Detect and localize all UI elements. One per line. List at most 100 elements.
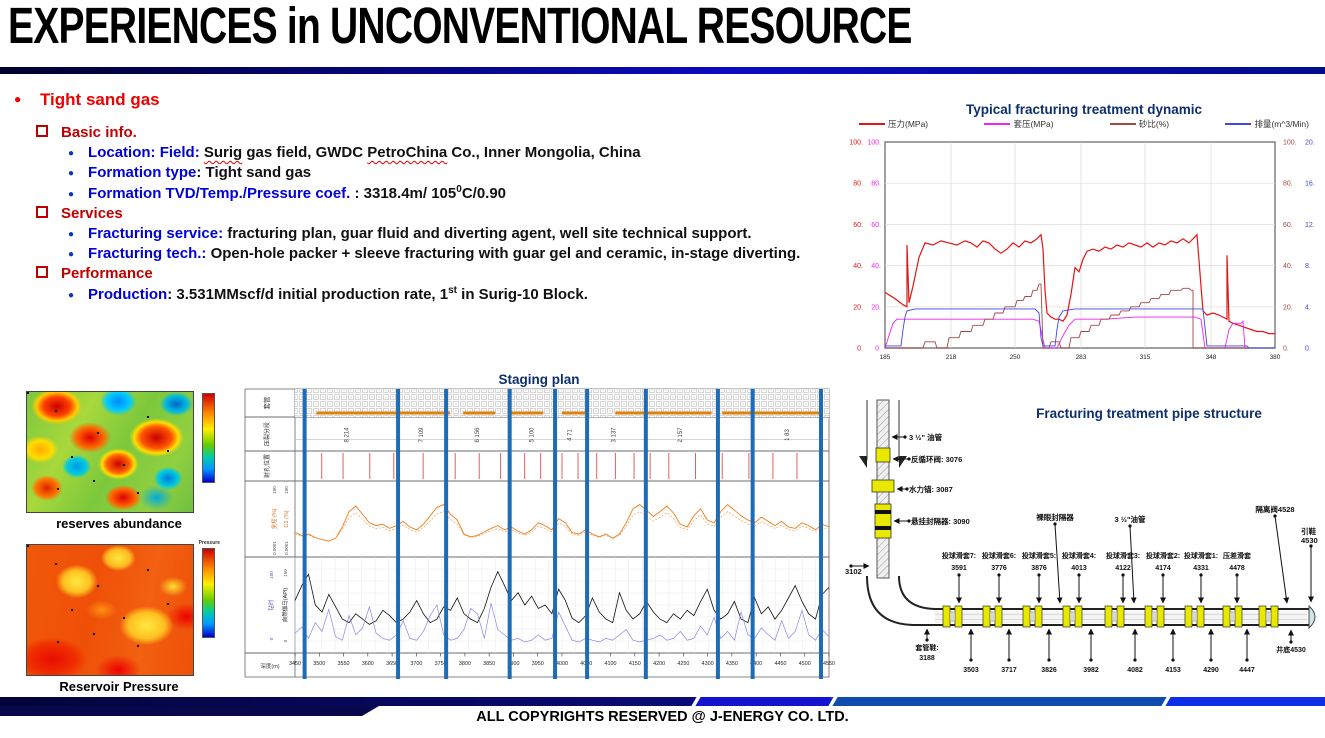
reserves-colorbar <box>202 393 215 483</box>
hanger-packer <box>874 503 892 539</box>
info-group-heading: Services <box>36 205 846 222</box>
svg-text:20.: 20. <box>853 304 863 311</box>
pressure-colorbar-title: Pressure <box>198 540 220 546</box>
svg-text:12.: 12. <box>1305 222 1315 229</box>
staging-plan-chart: Staging plan 8 214 7 109 6 156 5 100 4 71 3 1… <box>243 372 835 686</box>
sleeve-depth-label: 4331 <box>1193 565 1209 572</box>
svg-text:0.: 0. <box>857 346 863 353</box>
svg-text:283: 283 <box>1076 354 1087 361</box>
sliding-sleeve <box>1104 605 1113 628</box>
svg-text:3950: 3950 <box>532 661 544 667</box>
legend-item: 排量(m^3/Min) <box>1225 118 1309 130</box>
series-压力(MPa) <box>884 233 1275 335</box>
sleeve-name-label: 压差滑套 <box>1223 551 1252 560</box>
svg-text:3700: 3700 <box>410 661 422 667</box>
packer-depth-label: 4153 <box>1165 667 1181 674</box>
gamma-scale-max: 150 <box>283 569 288 577</box>
svg-text:348: 348 <box>1206 354 1217 361</box>
svg-text:4150: 4150 <box>629 661 641 667</box>
svg-text:380: 380 <box>1270 354 1281 361</box>
svg-text:4300: 4300 <box>702 661 714 667</box>
sleeve-depth-label: 4174 <box>1155 565 1171 572</box>
openhole-packer-label: 裸眼封隔器 <box>1036 512 1074 522</box>
track-label-stages: 压裂分段 <box>263 422 271 446</box>
isolation-valve-label: 隔离阀4528 <box>1255 504 1294 514</box>
map-caption: Reservoir Pressure <box>59 679 179 694</box>
sleeve-depth-label: 4013 <box>1071 565 1087 572</box>
svg-text:16.: 16. <box>1305 181 1315 188</box>
svg-text:8 214: 8 214 <box>344 427 350 443</box>
circle-bullet-icon: ● <box>68 249 75 260</box>
sliding-sleeve <box>954 605 963 628</box>
svg-text:8.: 8. <box>1305 263 1311 270</box>
sleeve-name-label: 投球滑套3: <box>1106 551 1140 560</box>
sliding-sleeve <box>1156 605 1165 628</box>
page-title: EXPERIENCES in UNCONVENTIONAL RESOURCE <box>8 0 912 55</box>
sliding-sleeve <box>1144 605 1153 628</box>
legend-item: 压力(MPa) <box>859 118 928 130</box>
svg-text:100.: 100. <box>867 140 881 147</box>
track-label-c1: C1 (%) <box>284 510 290 527</box>
sliding-sleeve <box>994 605 1003 628</box>
sleeve-name-label: 投球滑套1: <box>1184 551 1218 560</box>
track-label-gas: 全烃 (%) <box>270 508 278 529</box>
packer-depth-label: 3717 <box>1001 667 1017 674</box>
svg-text:80.: 80. <box>853 181 863 188</box>
legend-item: 套压(MPa) <box>984 118 1054 130</box>
gamma-scale-min: 0 <box>283 639 288 642</box>
sliding-sleeve <box>1222 605 1231 628</box>
svg-text:3850: 3850 <box>483 661 495 667</box>
square-bullet-icon <box>36 206 48 218</box>
packer-depth-label: 4290 <box>1203 667 1219 674</box>
info-item: ● Fracturing tech.: Open-hole packer + sl… <box>68 245 801 262</box>
svg-text:3650: 3650 <box>386 661 398 667</box>
guide-shoe-depth: 4530 <box>1301 536 1318 545</box>
legend-swatch <box>1109 123 1136 125</box>
sliding-sleeve <box>1074 605 1083 628</box>
casing-shoe-depth: 3188 <box>919 655 935 662</box>
svg-text:4550: 4550 <box>823 661 835 667</box>
svg-text:40.: 40. <box>1283 263 1293 270</box>
sliding-sleeve <box>1196 605 1205 628</box>
pressure-colorbar <box>202 548 215 638</box>
circle-bullet-icon: ● <box>68 189 75 200</box>
staging-plan-plot: 8 214 7 109 6 156 5 100 4 71 3 137 2 157 1 83 34… <box>244 388 835 679</box>
series-套压(MPa) <box>884 316 1275 349</box>
info-group-heading: Basic info. <box>36 124 846 141</box>
drill-scale-min: 0 <box>269 637 274 640</box>
sleeve-depth-label: 4122 <box>1115 565 1131 572</box>
sliding-sleeve <box>1034 605 1043 628</box>
svg-text:0.: 0. <box>1305 346 1311 353</box>
svg-text:4450: 4450 <box>774 661 786 667</box>
square-bullet-icon <box>36 266 48 278</box>
svg-text:4500: 4500 <box>799 661 811 667</box>
footer-band <box>0 697 1325 706</box>
svg-text:20.: 20. <box>871 304 881 311</box>
svg-text:4 71: 4 71 <box>568 429 574 441</box>
legend-item: 砂比(%) <box>1109 118 1169 130</box>
info-item: ● Formation TVD/Temp./Pressure coef. : 33… <box>68 184 507 202</box>
reservoir-pressure-map: Pressure Reservoir Pressure <box>16 538 222 694</box>
svg-text:7 109: 7 109 <box>419 427 425 443</box>
fracturing-dynamic-chart: Typical fracturing treatment dynamic 压力(… <box>845 102 1323 385</box>
sleeve-name-label: 投球滑套4: <box>1062 551 1096 560</box>
sleeve-name-label: 投球滑套2: <box>1146 551 1180 560</box>
c1-scale-max: 100 <box>284 486 289 494</box>
pipe-structure-diagram: Fracturing treatment pipe structure <box>843 398 1325 693</box>
legend-swatch <box>859 123 885 125</box>
info-group-heading: Performance <box>36 265 846 282</box>
svg-text:4250: 4250 <box>677 661 689 667</box>
pipe-structure-title: Fracturing treatment pipe structure <box>1036 406 1262 421</box>
svg-text:2 157: 2 157 <box>678 427 684 443</box>
svg-text:60.: 60. <box>853 222 863 229</box>
info-bullet-list: Basic info. ● Location: Field: Surig gas f… <box>36 121 846 306</box>
svg-text:4400: 4400 <box>750 661 762 667</box>
sliding-sleeve <box>1022 605 1031 628</box>
reserves-abundance-map: reserves abundance <box>16 385 222 531</box>
svg-text:3800: 3800 <box>459 661 471 667</box>
sliding-sleeve <box>1184 605 1193 628</box>
circle-bullet-icon: ● <box>68 290 75 301</box>
svg-text:40.: 40. <box>871 263 881 270</box>
reverse-circulation-valve <box>875 447 891 463</box>
